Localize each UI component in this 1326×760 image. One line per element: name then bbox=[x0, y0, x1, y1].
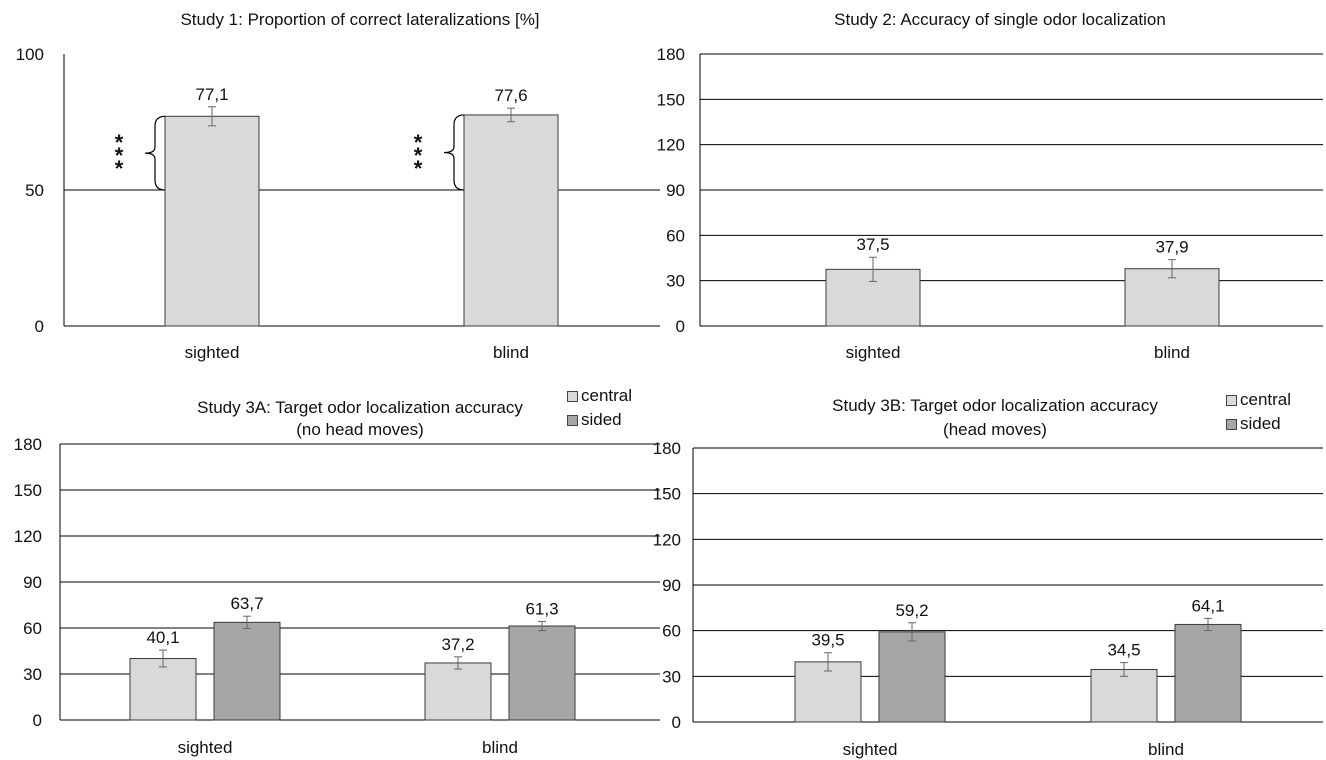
significance-stars-blind: * * * bbox=[413, 130, 423, 181]
legend-item-central: central bbox=[567, 384, 632, 408]
data-label: 77,1 bbox=[195, 85, 228, 104]
bar bbox=[878, 631, 946, 723]
y-tick-label: 120 bbox=[657, 136, 685, 155]
y-tick-label: 90 bbox=[666, 181, 685, 200]
error-bar bbox=[454, 656, 462, 670]
error-bar bbox=[1120, 662, 1128, 677]
chart-title: Study 1: Proportion of correct lateraliz… bbox=[180, 10, 540, 29]
legend-label: central bbox=[1240, 390, 1292, 409]
data-label: 61,3 bbox=[525, 599, 558, 618]
legend-label: sided bbox=[1240, 414, 1281, 433]
data-label: 37,5 bbox=[856, 235, 889, 254]
data-label: 37,9 bbox=[1155, 238, 1188, 257]
y-tick-label: 0 bbox=[672, 713, 681, 732]
y-tick-label: 90 bbox=[23, 573, 42, 592]
legend-swatch bbox=[567, 414, 578, 426]
error-bar bbox=[159, 649, 167, 668]
x-category-label: sighted bbox=[178, 738, 233, 757]
y-tick-label: 120 bbox=[653, 530, 681, 549]
chart-subtitle: (head moves) bbox=[943, 420, 1047, 439]
y-tick-label: 180 bbox=[14, 435, 42, 454]
y-tick-label: 50 bbox=[25, 181, 44, 200]
bar bbox=[1090, 668, 1158, 723]
chart-study-2: Study 2: Accuracy of single odor localiz… bbox=[657, 0, 1326, 380]
y-tick-label: 0 bbox=[33, 711, 42, 730]
y-tick-label: 90 bbox=[662, 576, 681, 595]
error-bar bbox=[243, 615, 251, 629]
y-tick-label: 150 bbox=[657, 90, 685, 109]
bar bbox=[1174, 623, 1242, 723]
chart-study-3b: Study 3B: Target odor localization accur… bbox=[653, 380, 1326, 760]
data-label: 59,2 bbox=[895, 601, 928, 620]
bar bbox=[463, 114, 559, 327]
legend-swatch bbox=[1226, 394, 1237, 406]
error-bar bbox=[208, 106, 216, 127]
bar bbox=[164, 115, 260, 327]
chart-study-1: Study 1: Proportion of correct lateraliz… bbox=[0, 0, 663, 380]
x-category-label: sighted bbox=[846, 343, 901, 362]
data-label: 63,7 bbox=[230, 594, 263, 613]
significance-bracket bbox=[144, 115, 166, 191]
x-category-label: blind bbox=[482, 738, 518, 757]
y-tick-label: 30 bbox=[662, 667, 681, 686]
y-tick-label: 60 bbox=[23, 619, 42, 638]
chart-svg: 0 30 60 90 120 150 180 39,5 59,2 sighted 34,5 64,1 b… bbox=[653, 439, 1323, 759]
y-tick-label: 100 bbox=[16, 45, 44, 64]
x-category-label: sighted bbox=[843, 740, 898, 759]
chart-legend: central sided bbox=[567, 384, 632, 432]
legend-item-sided: sided bbox=[567, 408, 632, 432]
y-tick-label: 120 bbox=[14, 527, 42, 546]
chart-title: Study 3B: Target odor localization accur… bbox=[832, 396, 1158, 415]
legend-swatch bbox=[1226, 418, 1237, 430]
data-label: 37,2 bbox=[441, 635, 474, 654]
y-tick-label: 60 bbox=[662, 622, 681, 641]
error-bar bbox=[538, 620, 546, 632]
error-bar bbox=[507, 107, 515, 123]
y-tick-label: 150 bbox=[14, 481, 42, 500]
y-tick-label: 30 bbox=[666, 272, 685, 291]
y-tick-label: 180 bbox=[653, 439, 681, 458]
bar bbox=[424, 662, 492, 721]
chart-study-3a: Study 3A: Target odor localization accur… bbox=[0, 380, 663, 760]
bar bbox=[129, 658, 197, 721]
legend-item-central: central bbox=[1226, 388, 1291, 412]
y-tick-label: 0 bbox=[676, 317, 685, 336]
data-label: 77,6 bbox=[494, 86, 527, 105]
chart-legend: central sided bbox=[1226, 388, 1291, 436]
error-bar bbox=[1204, 617, 1212, 632]
y-tick-label: 180 bbox=[657, 45, 685, 64]
data-label: 40,1 bbox=[146, 628, 179, 647]
bar bbox=[213, 621, 281, 721]
y-tick-label: 0 bbox=[35, 317, 44, 336]
bar bbox=[508, 625, 576, 721]
legend-item-sided: sided bbox=[1226, 412, 1291, 436]
x-category-label: blind bbox=[1148, 740, 1184, 759]
error-bar bbox=[824, 652, 832, 672]
legend-label: sided bbox=[581, 410, 622, 429]
x-category-label: blind bbox=[493, 343, 529, 362]
significance-stars-sighted: * * * bbox=[114, 130, 124, 181]
chart-subtitle: (no head moves) bbox=[296, 420, 424, 439]
error-bar bbox=[869, 256, 877, 282]
legend-swatch bbox=[567, 390, 578, 402]
chart-svg: 0 30 60 90 120 150 180 37,5 sighted 37,9 blind bbox=[657, 45, 1323, 362]
legend-label: central bbox=[581, 386, 633, 405]
chart-svg: 0 30 60 90 120 150 180 40,1 63,7 sighted 37,2 61,3 b… bbox=[14, 435, 660, 757]
data-label: 34,5 bbox=[1107, 641, 1140, 660]
y-tick-label: 30 bbox=[23, 665, 42, 684]
significance-bracket bbox=[443, 114, 465, 191]
error-bar bbox=[908, 622, 916, 642]
error-bar bbox=[1168, 259, 1176, 279]
y-tick-label: 60 bbox=[666, 226, 685, 245]
chart-svg: 0 50 100 77,1 sighted 77,6 blind bbox=[16, 45, 660, 362]
x-category-label: sighted bbox=[185, 343, 240, 362]
data-label: 64,1 bbox=[1191, 596, 1224, 615]
chart-title: Study 2: Accuracy of single odor localiz… bbox=[834, 10, 1166, 29]
chart-title: Study 3A: Target odor localization accur… bbox=[197, 398, 523, 417]
x-category-label: blind bbox=[1154, 343, 1190, 362]
bar bbox=[794, 661, 862, 723]
y-tick-label: 150 bbox=[653, 485, 681, 504]
data-label: 39,5 bbox=[811, 631, 844, 650]
